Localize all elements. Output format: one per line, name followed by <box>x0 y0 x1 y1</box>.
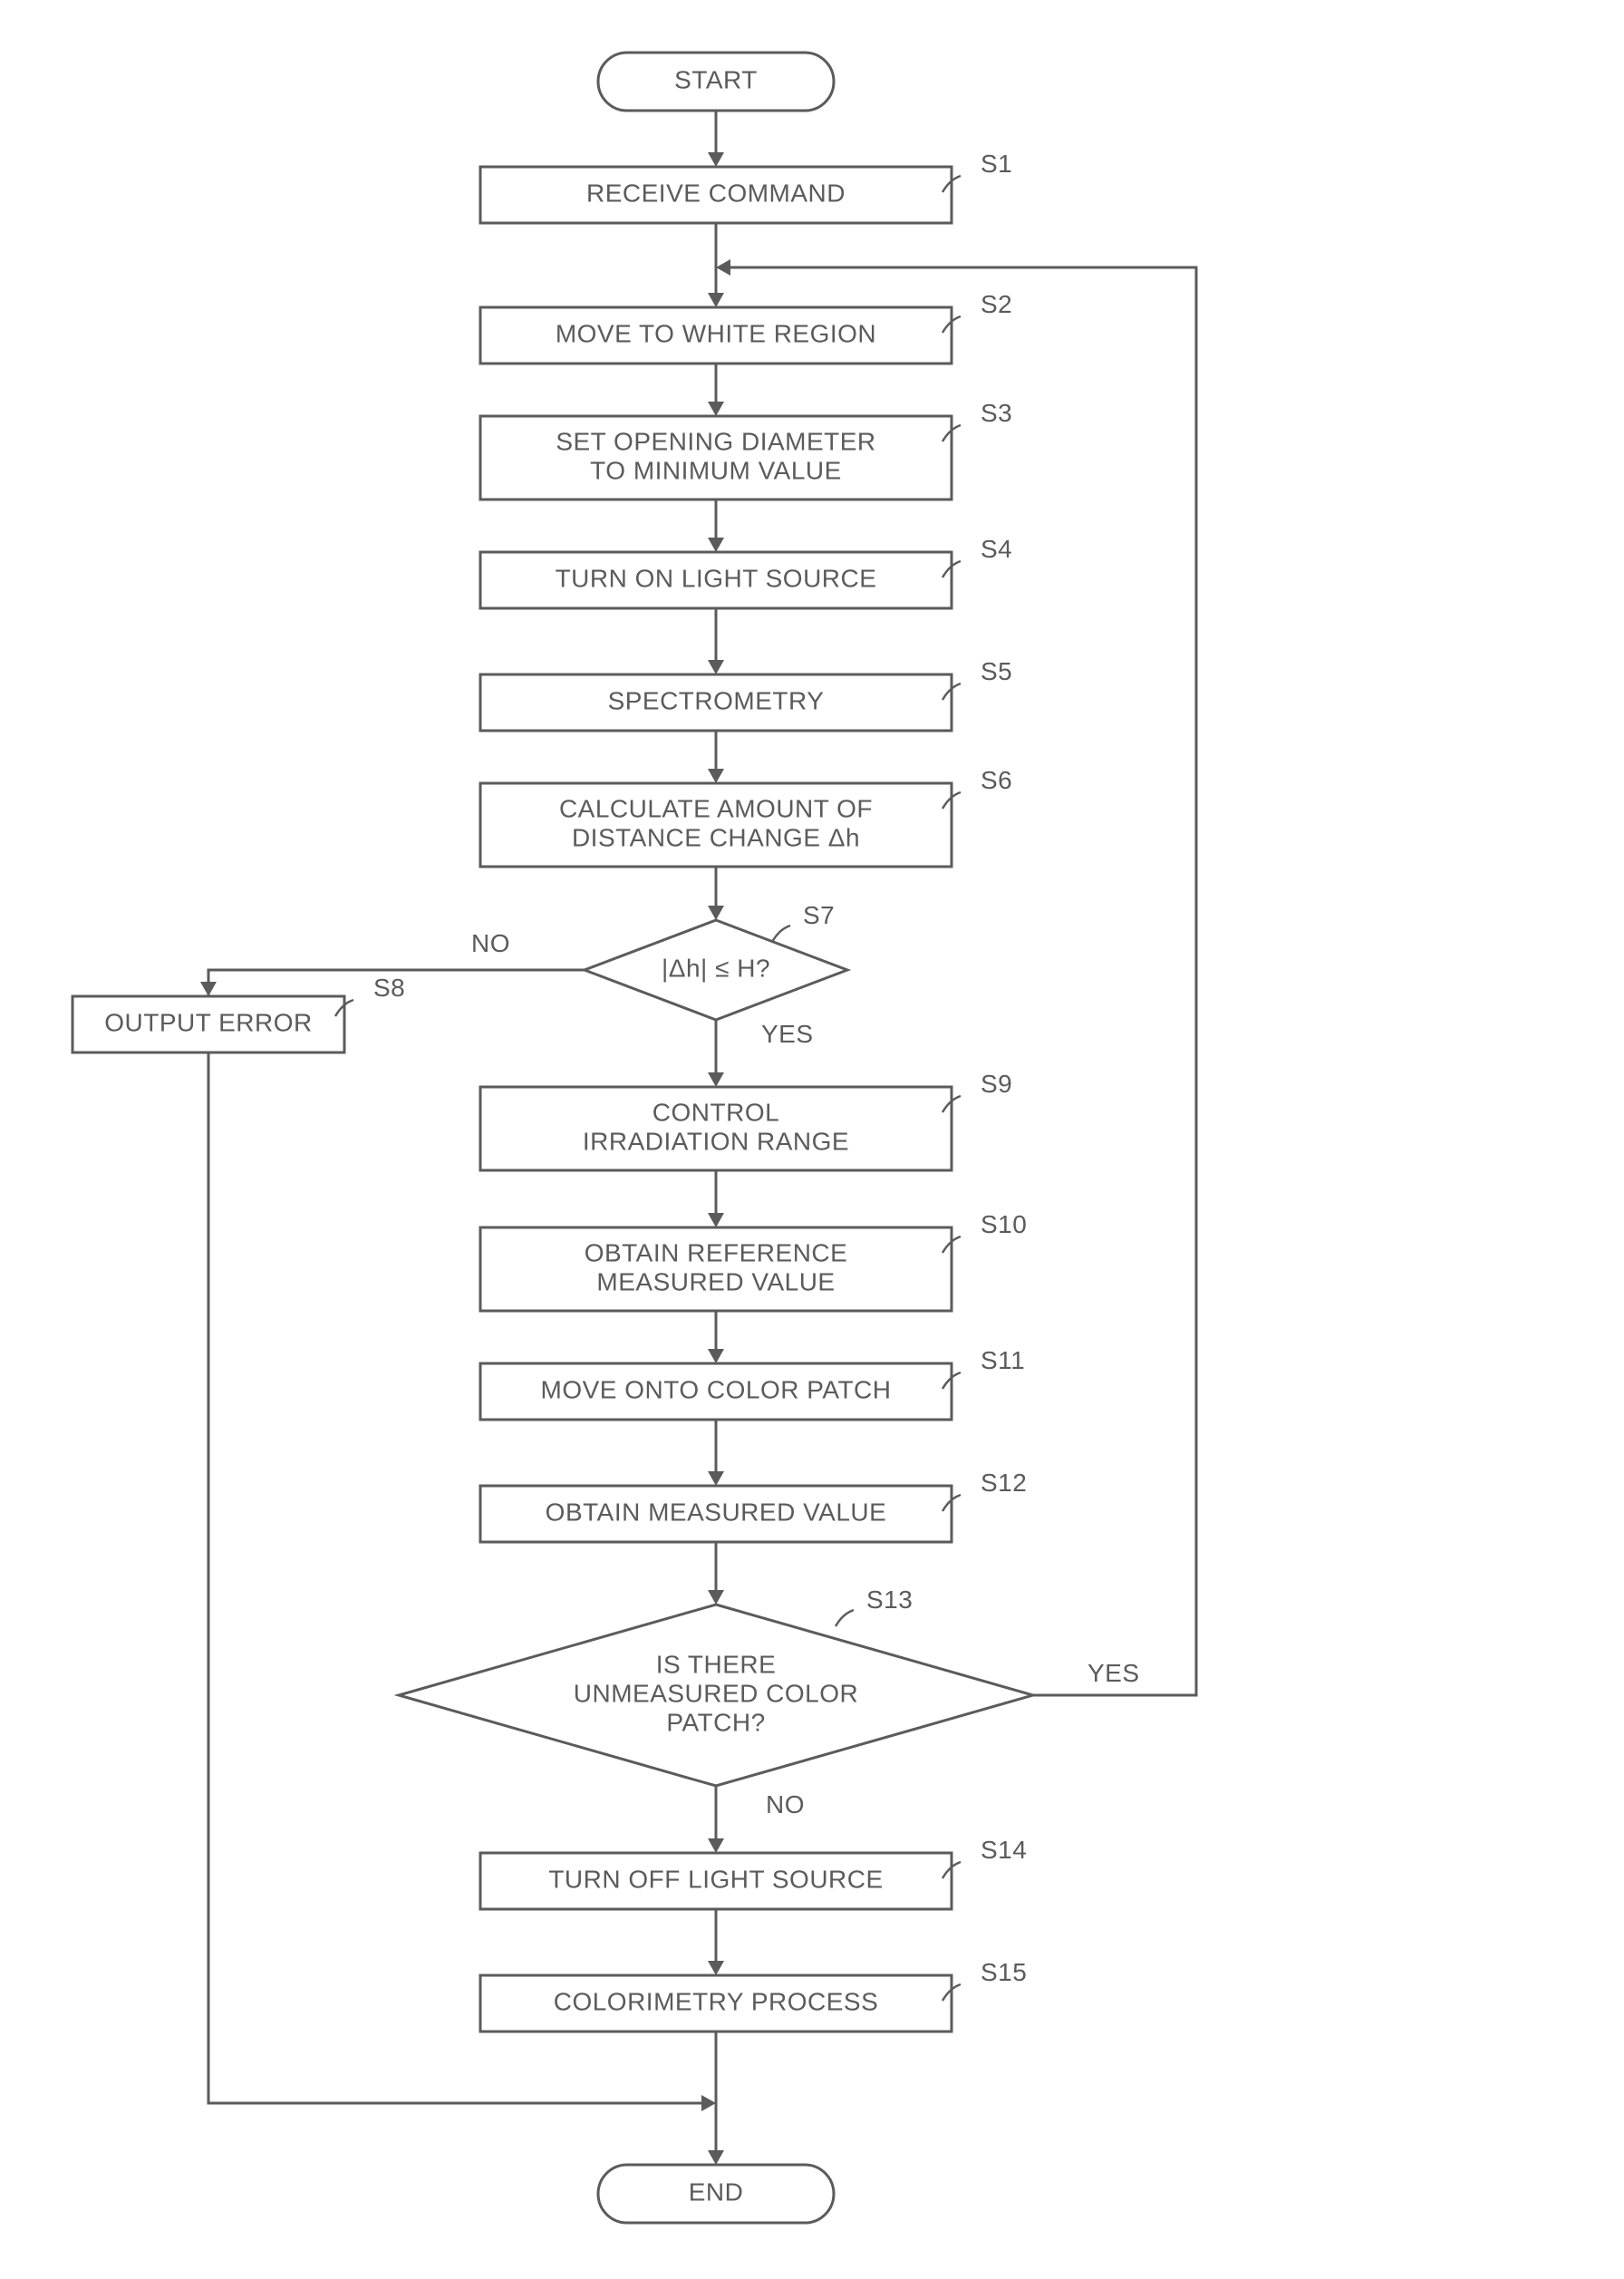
step-label-s11: S11 <box>981 1346 1025 1374</box>
node-s9: CONTROLIRRADIATION RANGE <box>480 1087 952 1170</box>
step-label-s5: S5 <box>981 657 1012 685</box>
node-s10-text: MEASURED VALUE <box>596 1267 835 1295</box>
node-s8: OUTPUT ERROR <box>72 996 344 1052</box>
edge-label-16: YES <box>1088 1659 1140 1687</box>
node-s7-text: |Δh| ≤ H? <box>662 954 770 982</box>
step-label-s10: S10 <box>981 1210 1027 1238</box>
node-s6: CALCULATE AMOUNT OFDISTANCE CHANGE Δh <box>480 783 952 867</box>
node-s9-text: IRRADIATION RANGE <box>583 1127 849 1155</box>
node-s14: TURN OFF LIGHT SOURCE <box>480 1853 952 1909</box>
node-s5: SPECTROMETRY <box>480 674 952 731</box>
node-s6-text: CALCULATE AMOUNT OF <box>559 794 873 822</box>
node-s1: RECEIVE COMMAND <box>480 167 952 223</box>
step-label-s6: S6 <box>981 766 1012 794</box>
node-s12: OBTAIN MEASURED VALUE <box>480 1486 952 1542</box>
node-s7: |Δh| ≤ H? <box>585 920 847 1020</box>
node-s13: IS THEREUNMEASURED COLORPATCH? <box>399 1605 1033 1786</box>
step-label-s9: S9 <box>981 1070 1012 1098</box>
edge-label-7: YES <box>761 1020 814 1048</box>
step-label-s4: S4 <box>981 535 1012 563</box>
step-label-s2: S2 <box>981 290 1012 318</box>
node-s4-text: TURN ON LIGHT SOURCE <box>556 564 877 592</box>
node-s4: TURN ON LIGHT SOURCE <box>480 552 952 608</box>
node-s10-text: OBTAIN REFERENCE <box>585 1238 848 1266</box>
node-s1-text: RECEIVE COMMAND <box>586 179 846 207</box>
node-s6-text: DISTANCE CHANGE Δh <box>572 823 860 851</box>
node-s13-text: UNMEASURED COLOR <box>574 1679 858 1707</box>
step-label-s3: S3 <box>981 399 1012 427</box>
step-label-s7: S7 <box>803 901 835 929</box>
edge-label-8: NO <box>471 929 510 957</box>
step-label-s1: S1 <box>981 150 1012 178</box>
node-s14-text: TURN OFF LIGHT SOURCE <box>548 1865 883 1893</box>
node-s11-text: MOVE ONTO COLOR PATCH <box>541 1375 892 1403</box>
node-s5-text: SPECTROMETRY <box>608 686 825 714</box>
node-s12-text: OBTAIN MEASURED VALUE <box>546 1498 887 1526</box>
node-end: END <box>598 2165 834 2223</box>
node-end-text: END <box>689 2177 744 2206</box>
node-s3-text: TO MINIMUM VALUE <box>590 456 842 484</box>
node-s11: MOVE ONTO COLOR PATCH <box>480 1363 952 1420</box>
node-s3: SET OPENING DIAMETERTO MINIMUM VALUE <box>480 416 952 499</box>
flowchart: START RECEIVE COMMAND S1 MOVE TO WHITE REGI… <box>0 0 1624 2279</box>
edge-label-13: NO <box>766 1790 805 1818</box>
node-s2: MOVE TO WHITE REGION <box>480 307 952 364</box>
node-s2-text: MOVE TO WHITE REGION <box>556 319 876 347</box>
step-label-s8: S8 <box>373 974 405 1002</box>
step-label-s14: S14 <box>981 1836 1027 1864</box>
node-s9-text: CONTROL <box>652 1098 779 1126</box>
node-s10: OBTAIN REFERENCEMEASURED VALUE <box>480 1227 952 1311</box>
node-s15-text: COLORIMETRY PROCESS <box>554 1987 879 2015</box>
node-s15: COLORIMETRY PROCESS <box>480 1975 952 2032</box>
node-start: START <box>598 53 834 111</box>
step-label-s15: S15 <box>981 1958 1027 1986</box>
node-s13-text: IS THERE <box>656 1650 777 1678</box>
node-start-text: START <box>674 65 758 93</box>
node-s8-text: OUTPUT ERROR <box>104 1008 313 1036</box>
step-label-s12: S12 <box>981 1469 1027 1497</box>
node-s3-text: SET OPENING DIAMETER <box>556 427 875 455</box>
node-s13-text: PATCH? <box>666 1708 765 1736</box>
step-label-s13: S13 <box>866 1586 913 1614</box>
